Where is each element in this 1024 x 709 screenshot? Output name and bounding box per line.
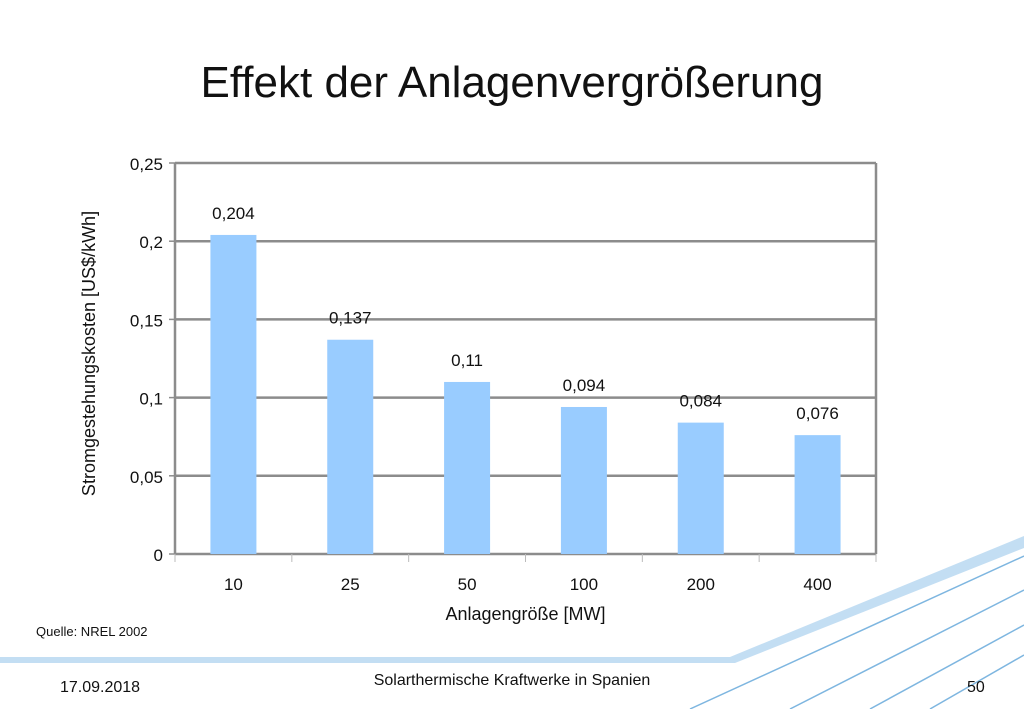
bar bbox=[677, 422, 724, 554]
footer-band bbox=[0, 536, 1024, 663]
y-tick-label: 0,25 bbox=[130, 155, 163, 174]
source-note: Quelle: NREL 2002 bbox=[36, 624, 148, 639]
y-tick-label: 0,2 bbox=[139, 233, 163, 252]
footer-date: 17.09.2018 bbox=[60, 679, 141, 696]
y-tick-label: 0,15 bbox=[130, 311, 163, 330]
slide-title: Effekt der Anlagenvergrößerung bbox=[200, 58, 824, 107]
footer-title: Solarthermische Kraftwerke in Spanien bbox=[373, 672, 651, 689]
bar bbox=[210, 234, 257, 554]
x-tick-label: 25 bbox=[341, 575, 360, 594]
x-tick-label: 50 bbox=[458, 575, 477, 594]
bar bbox=[444, 381, 491, 554]
data-label: 0,204 bbox=[212, 204, 255, 223]
y-tick-label: 0,05 bbox=[130, 468, 163, 487]
data-label: 0,137 bbox=[329, 309, 372, 328]
data-label: 0,094 bbox=[563, 376, 606, 395]
bar bbox=[327, 339, 374, 554]
data-label: 0,084 bbox=[679, 392, 722, 411]
x-tick-label: 10 bbox=[224, 575, 243, 594]
y-tick-label: 0 bbox=[154, 546, 163, 565]
x-tick-label: 100 bbox=[570, 575, 598, 594]
plot-area bbox=[175, 163, 876, 554]
data-label: 0,11 bbox=[451, 351, 483, 370]
x-tick-label: 400 bbox=[803, 575, 831, 594]
deco-line-4 bbox=[929, 654, 1024, 709]
x-tick-label: 200 bbox=[687, 575, 715, 594]
deco-line-3 bbox=[869, 624, 1024, 709]
bar bbox=[560, 406, 607, 554]
data-label: 0,076 bbox=[796, 404, 839, 423]
page-number: 50 bbox=[967, 679, 985, 696]
bar bbox=[794, 435, 841, 554]
y-axis-title: Stromgestehungskosten [US$/kWh] bbox=[79, 211, 99, 496]
x-axis-title: Anlagengröße [MW] bbox=[445, 604, 605, 624]
deco-line-2 bbox=[789, 589, 1024, 709]
deco-line-1 bbox=[689, 555, 1024, 709]
y-tick-label: 0,1 bbox=[139, 390, 163, 409]
